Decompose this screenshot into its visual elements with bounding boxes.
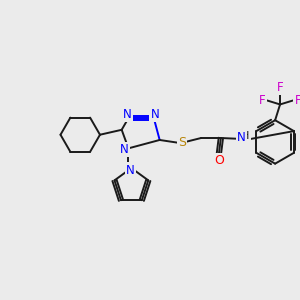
Text: O: O xyxy=(214,154,224,167)
Text: S: S xyxy=(178,136,186,149)
Text: F: F xyxy=(277,81,284,94)
Text: N: N xyxy=(123,108,132,121)
Text: F: F xyxy=(259,94,266,107)
Text: N: N xyxy=(150,108,159,121)
Text: N: N xyxy=(126,164,135,177)
Text: H: H xyxy=(241,131,250,141)
Text: F: F xyxy=(295,94,300,107)
Text: N: N xyxy=(120,143,129,156)
Text: N: N xyxy=(237,130,246,143)
